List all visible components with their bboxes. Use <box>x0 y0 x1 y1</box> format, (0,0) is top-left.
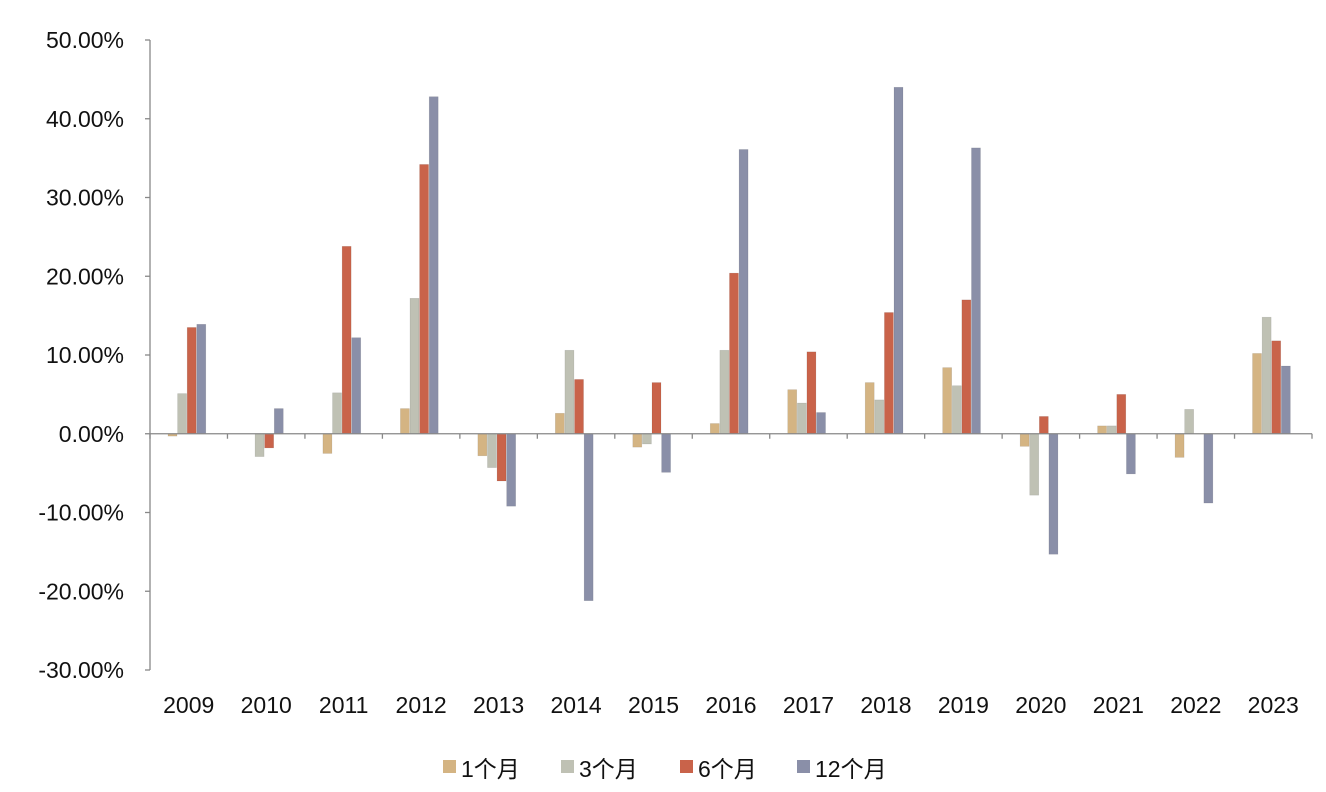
bar-1个月-2018 <box>864 382 875 435</box>
bar-12个月-2013 <box>506 433 516 507</box>
bar-12个月-2015 <box>661 433 671 473</box>
bar-1个月-2015 <box>632 433 643 448</box>
bar-3个月-2023 <box>1261 316 1272 435</box>
bar-12个月-2023 <box>1281 365 1291 435</box>
x-tick-label: 2023 <box>1248 692 1299 718</box>
bar-1个月-2019 <box>942 367 952 435</box>
y-tick-label: -30.00% <box>38 657 124 683</box>
bar-1个月-2011 <box>322 433 333 454</box>
bar-12个月-2019 <box>971 147 981 435</box>
bar-6个月-2010 <box>264 433 274 449</box>
x-tick-label: 2015 <box>628 692 679 718</box>
bar-1个月-2022 <box>1174 433 1185 458</box>
bar-6个月-2011 <box>341 246 352 435</box>
legend-swatch-12个月 <box>797 760 810 773</box>
x-tick-label: 2022 <box>1170 692 1221 718</box>
x-tick-label: 2019 <box>938 692 989 718</box>
x-tick-label: 2009 <box>163 692 214 718</box>
bar-1个月-2020 <box>1019 433 1030 447</box>
bar-6个月-2021 <box>1116 394 1127 435</box>
x-tick-label: 2014 <box>550 692 601 718</box>
bar-6个月-2013 <box>496 433 507 482</box>
bar-12个月-2022 <box>1203 433 1214 504</box>
bar-12个月-2012 <box>428 96 439 435</box>
bar-1个月-2023 <box>1252 353 1262 435</box>
y-tick-label: 50.00% <box>46 27 124 53</box>
y-tick-label: -20.00% <box>38 578 124 604</box>
y-tick-label: 20.00% <box>46 263 124 289</box>
bar-6个月-2014 <box>574 379 584 435</box>
bar-3个月-2012 <box>409 297 420 435</box>
y-tick-label: 40.00% <box>46 106 124 132</box>
legend-swatch-3个月 <box>561 760 574 773</box>
bar-6个月-2012 <box>419 164 429 435</box>
bar-3个月-2022 <box>1184 409 1194 435</box>
y-axis: -30.00% -20.00% -10.00% 0.00% 10.00% 20.00% 30… <box>38 27 151 683</box>
bar-3个月-2015 <box>642 433 652 445</box>
bar-3个月-2010 <box>254 433 265 457</box>
y-tick-label: 0.00% <box>59 421 124 447</box>
bar-12个月-2017 <box>816 412 826 435</box>
bar-12个月-2021 <box>1126 433 1136 475</box>
bar-3个月-2009 <box>177 393 187 435</box>
bar-12个月-2020 <box>1048 433 1059 555</box>
bar-6个月-2020 <box>1039 416 1049 435</box>
bar-3个月-2020 <box>1029 433 1040 496</box>
x-tick-label: 2016 <box>705 692 756 718</box>
y-tick-label: 30.00% <box>46 185 124 211</box>
bar-3个月-2014 <box>564 349 575 435</box>
x-tick-label: 2011 <box>319 692 368 718</box>
legend-swatch-6个月 <box>680 760 693 773</box>
bars <box>167 86 1291 601</box>
bar-1个月-2021 <box>1097 425 1107 435</box>
legend-label-6个月: 6个月 <box>698 756 757 782</box>
bar-12个月-2018 <box>893 86 904 435</box>
x-tick-label: 2013 <box>473 692 524 718</box>
y-tick-label: -10.00% <box>38 500 124 526</box>
bar-12个月-2016 <box>738 149 749 435</box>
bar-6个月-2009 <box>186 327 197 435</box>
bar-12个月-2011 <box>351 337 362 435</box>
bar-6个月-2019 <box>961 299 972 435</box>
legend-label-1个月: 1个月 <box>461 756 520 782</box>
x-tick-label: 2010 <box>241 692 292 718</box>
bar-3个月-2018 <box>874 399 885 435</box>
legend-label-12个月: 12个月 <box>815 756 887 782</box>
bar-6个月-2015 <box>651 382 662 435</box>
bar-3个月-2016 <box>719 349 730 435</box>
y-tick-label: 10.00% <box>46 342 124 368</box>
bar-3个月-2013 <box>487 433 497 468</box>
bar-12个月-2010 <box>273 408 284 435</box>
x-axis: 2009 2010 2011 2012 2013 2014 2015 2016 2017 2018… <box>149 433 1313 718</box>
bar-3个月-2017 <box>797 402 807 435</box>
x-tick-label: 2020 <box>1015 692 1066 718</box>
bar-1个月-2012 <box>400 408 410 435</box>
bar-1个月-2016 <box>709 423 720 435</box>
x-tick-label: 2012 <box>396 692 447 718</box>
bar-1个月-2017 <box>787 389 798 435</box>
bar-6个月-2016 <box>729 272 739 435</box>
bar-12个月-2014 <box>583 433 594 601</box>
bar-3个月-2011 <box>332 392 342 435</box>
bar-1个月-2014 <box>555 412 565 435</box>
legend-swatch-1个月 <box>443 760 456 773</box>
x-tick-label: 2021 <box>1093 692 1144 718</box>
bar-6个月-2023 <box>1271 340 1282 435</box>
bar-3个月-2019 <box>951 385 962 435</box>
bar-1个月-2013 <box>477 433 488 457</box>
x-tick-label: 2018 <box>860 692 911 718</box>
bar-6个月-2017 <box>806 351 817 435</box>
bar-3个月-2021 <box>1106 425 1117 435</box>
bar-6个月-2018 <box>884 312 894 435</box>
bar-12个月-2009 <box>196 323 207 435</box>
legend: 1个月 3个月 6个月 12个月 <box>443 756 887 782</box>
x-tick-label: 2017 <box>783 692 834 718</box>
legend-label-3个月: 3个月 <box>579 756 638 782</box>
